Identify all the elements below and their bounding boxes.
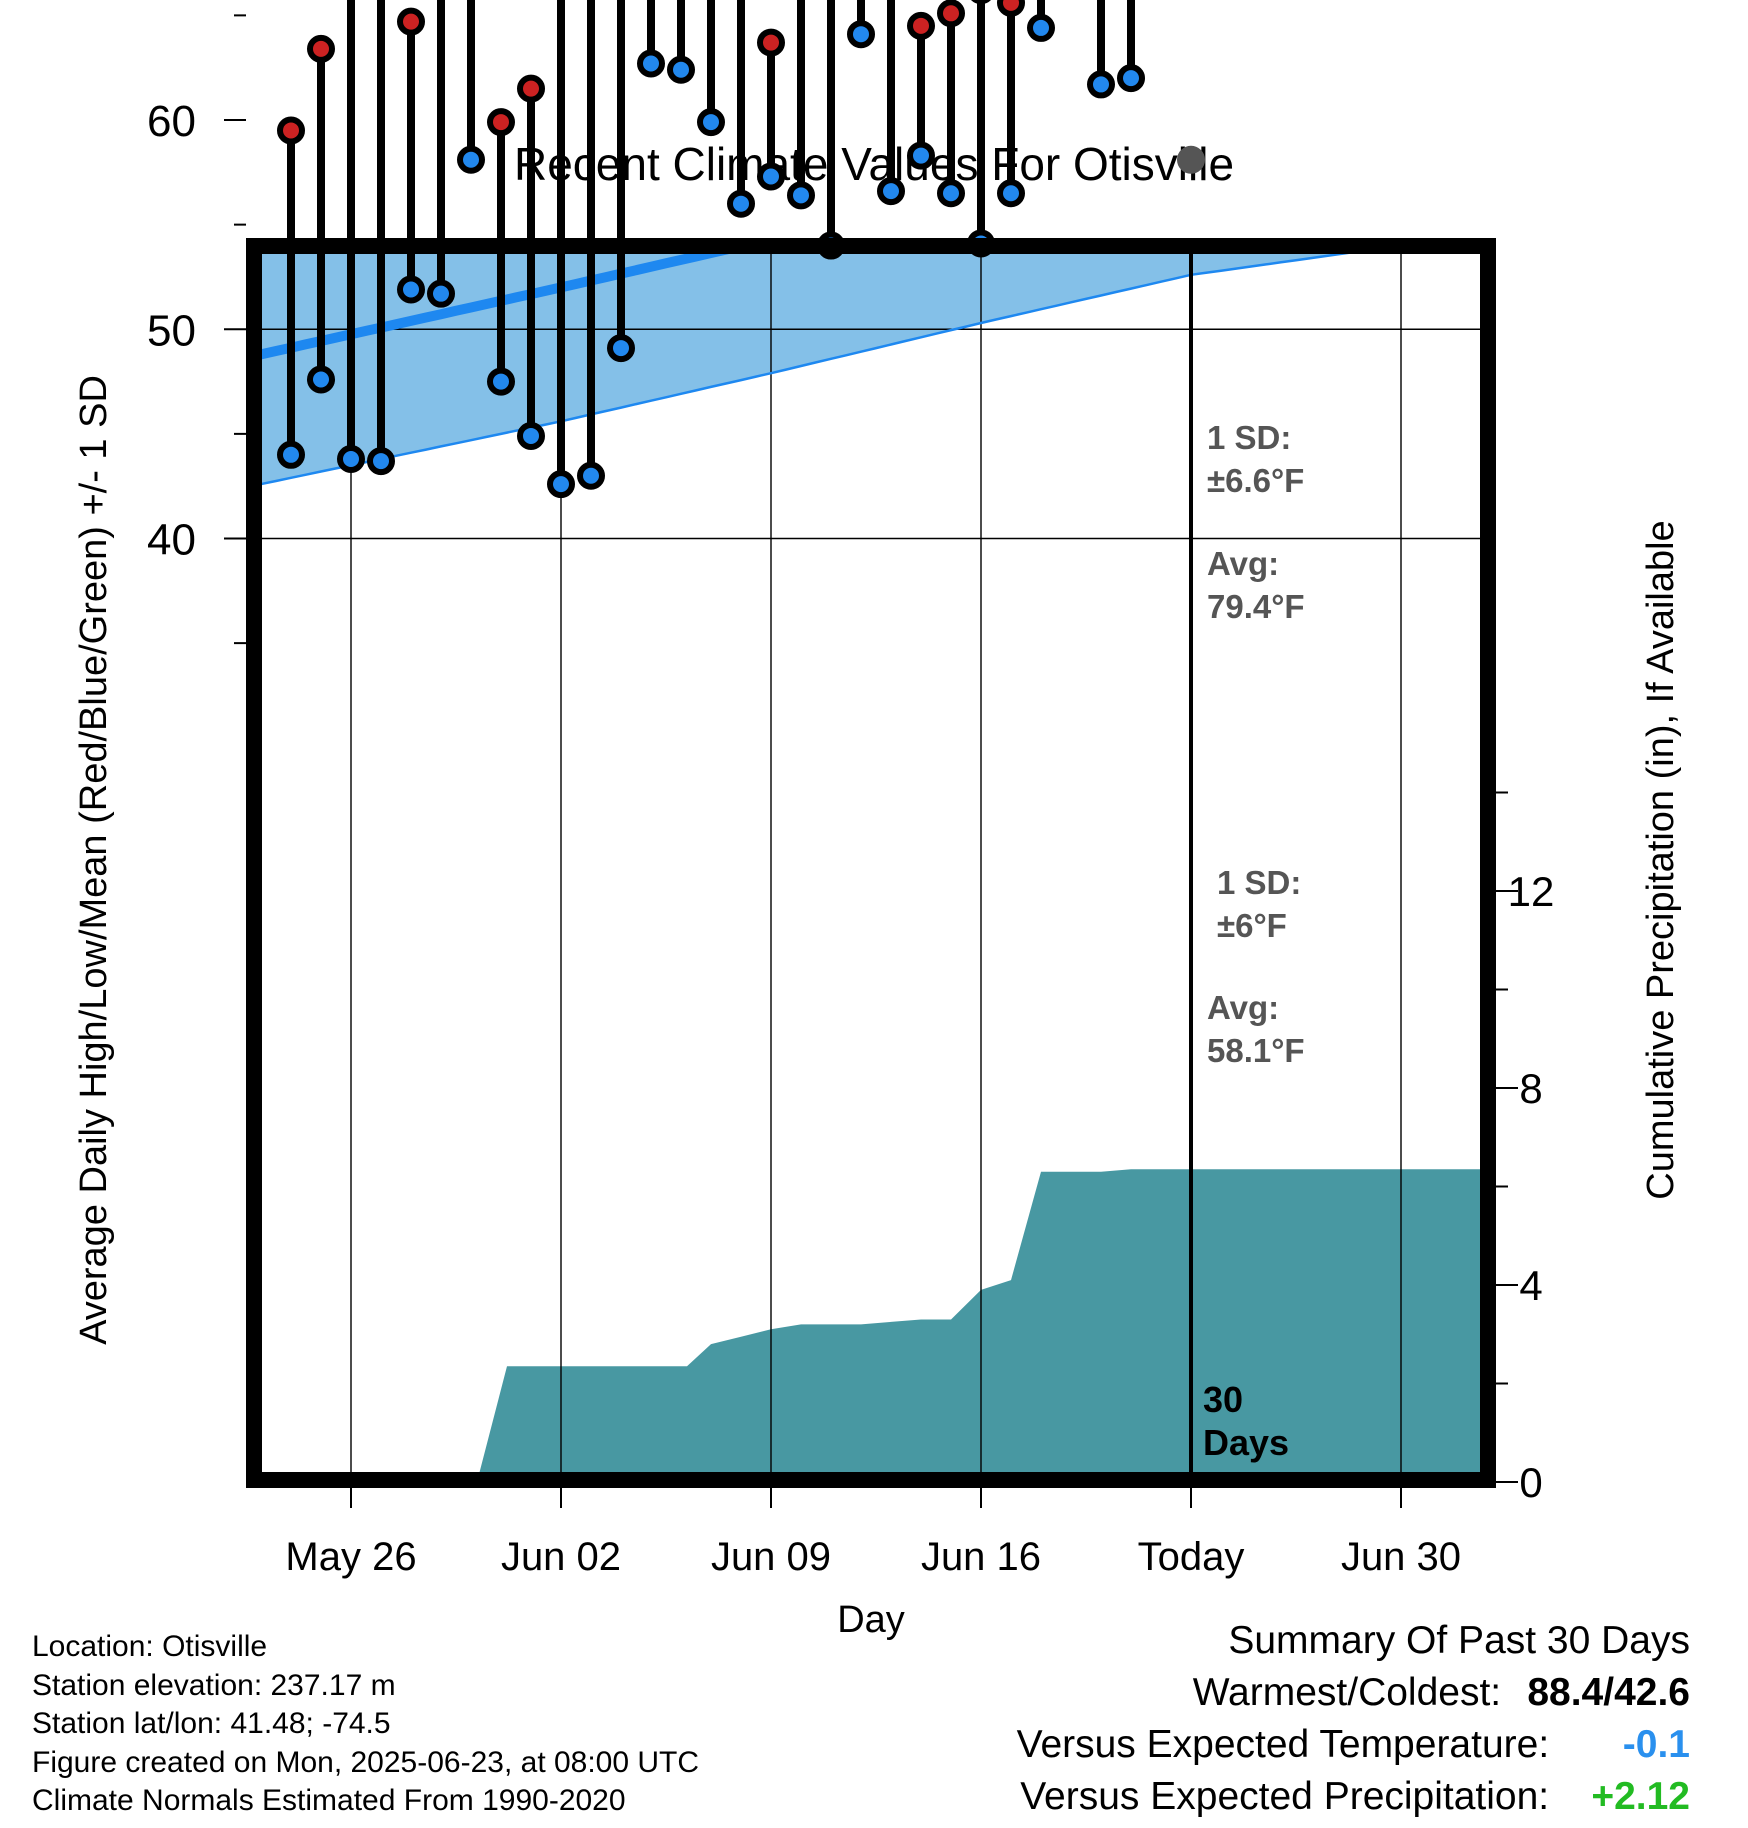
y2-tick-label: 8	[1519, 1065, 1542, 1112]
chart-title: Recent Climate Values For Otisville	[514, 138, 1234, 190]
high-avg-label: Avg:	[1207, 545, 1279, 582]
high-sd-band	[261, 0, 1491, 57]
daily-high-point	[757, 28, 785, 57]
station-info: Location: Otisville Station elevation: 2…	[32, 1628, 699, 1821]
high-sd-lower-line	[261, 0, 1491, 57]
high-sd-label: 1 SD:	[1207, 419, 1291, 456]
plot-area-fills	[261, 0, 1491, 1474]
high-sd-value: ±6.6°F	[1207, 462, 1304, 499]
daily-low-point	[997, 179, 1025, 208]
daily-high-point	[397, 7, 425, 36]
daily-low-point	[427, 279, 455, 308]
y-tick-label: 40	[147, 516, 196, 565]
daily-low-point	[727, 189, 755, 218]
daily-low-point	[847, 20, 875, 49]
x-tick-label: Jun 30	[1341, 1535, 1461, 1579]
temp-versus-label: Versus Expected Temperature:	[1016, 1723, 1550, 1766]
daily-low-point	[307, 365, 335, 394]
today-label-line2: Days	[1203, 1422, 1289, 1463]
daily-low-point	[637, 49, 665, 78]
y-tick-label: 50	[147, 306, 196, 355]
daily-low-point	[277, 440, 305, 469]
low-sd-value: ±6°F	[1217, 907, 1287, 944]
daily-low-point	[877, 177, 905, 206]
today-label-line1: 30	[1203, 1379, 1243, 1420]
summary-panel: Summary Of Past 30 Days Warmest/Coldest:…	[1017, 1615, 1690, 1823]
low-avg-label: Avg:	[1207, 989, 1279, 1026]
x-axis-label: Day	[837, 1599, 905, 1641]
low-avg-value: 58.1°F	[1207, 1032, 1305, 1069]
x-tick-label: Today	[1138, 1535, 1245, 1579]
daily-low-point	[1027, 13, 1055, 42]
summary-temperature: Versus Expected Temperature: -0.1	[1017, 1719, 1690, 1771]
location-text: Location: Otisville	[32, 1630, 268, 1663]
daily-low-point	[937, 179, 965, 208]
daily-low-point	[577, 461, 605, 490]
created-text: Figure created on Mon, 2025-06-23, at 08…	[32, 1745, 700, 1779]
daily-low-point	[667, 55, 695, 84]
daily-high-point	[907, 11, 935, 40]
daily-high-point	[277, 116, 305, 145]
x-tick-label: May 26	[285, 1535, 416, 1579]
warmest-coldest-value: 88.4/42.6	[1527, 1671, 1690, 1714]
low-sd-band	[262, 244, 1411, 484]
temp-versus-value: -0.1	[1622, 1723, 1690, 1766]
low-sd-lower-line	[262, 244, 1419, 486]
daily-high-point	[307, 34, 335, 63]
high-avg-value: 79.4°F	[1207, 588, 1305, 625]
y2-tick-label: 0	[1519, 1459, 1542, 1506]
summary-precipitation: Versus Expected Precipitation: +2.12	[1017, 1771, 1690, 1823]
daily-high-point	[997, 0, 1025, 17]
low-sd-label: 1 SD:	[1217, 864, 1301, 901]
normal-low-line	[262, 244, 773, 360]
daily-low-point	[487, 367, 515, 396]
daily-low-point	[787, 181, 815, 210]
daily-high-point	[970, 0, 992, 5]
normal-mean-line	[261, 0, 1491, 114]
daily-low-point	[517, 421, 545, 450]
summary-warmest-coldest: Warmest/Coldest: 88.4/42.6	[1017, 1667, 1690, 1719]
x-tick-label: Jun 02	[501, 1535, 621, 1579]
daily-low-point	[547, 470, 575, 499]
warmest-coldest-label: Warmest/Coldest:	[1192, 1671, 1502, 1714]
y2-axis-label: Cumulative Precipitation (in), If Availa…	[1640, 520, 1682, 1199]
daily-low-point	[757, 162, 785, 191]
plot-frame	[246, 238, 1496, 1488]
daily-low-point	[367, 447, 395, 476]
elevation-text: Station elevation: 237.17 m	[32, 1668, 396, 1702]
normal-lines	[261, 0, 1491, 1474]
precip-versus-label: Versus Expected Precipitation:	[1020, 1775, 1550, 1818]
y2-tick-label: 12	[1508, 868, 1555, 915]
daily-low-point	[607, 334, 635, 363]
daily-low-point	[1117, 64, 1145, 93]
daily-low-point	[457, 145, 485, 174]
x-tick-label: Jun 09	[711, 1535, 831, 1579]
daily-low-point	[697, 108, 725, 137]
daily-low-point	[397, 275, 425, 304]
today-normal-low-marker	[1177, 145, 1205, 174]
y2-tick-label: 4	[1519, 1262, 1542, 1309]
daily-low-point	[1087, 70, 1115, 99]
daily-high-point	[487, 108, 515, 137]
summary-title: Summary Of Past 30 Days	[1228, 1619, 1690, 1662]
daily-marks	[277, 0, 1205, 499]
y-axis-label: Average Daily High/Low/Mean (Red/Blue/Gr…	[73, 375, 115, 1345]
daily-high-point	[517, 74, 545, 103]
normals-text: Climate Normals Estimated From 1990-2020	[32, 1784, 626, 1817]
x-tick-label: Jun 16	[921, 1535, 1041, 1579]
daily-low-point	[907, 141, 935, 170]
daily-low-point	[337, 444, 365, 473]
precip-versus-value: +2.12	[1591, 1775, 1690, 1818]
cumulative-precip-area	[479, 1169, 1480, 1474]
daily-high-point	[937, 0, 965, 28]
latlon-text: Station lat/lon: 41.48; -74.5	[32, 1707, 391, 1740]
y-tick-label: 60	[147, 97, 196, 146]
